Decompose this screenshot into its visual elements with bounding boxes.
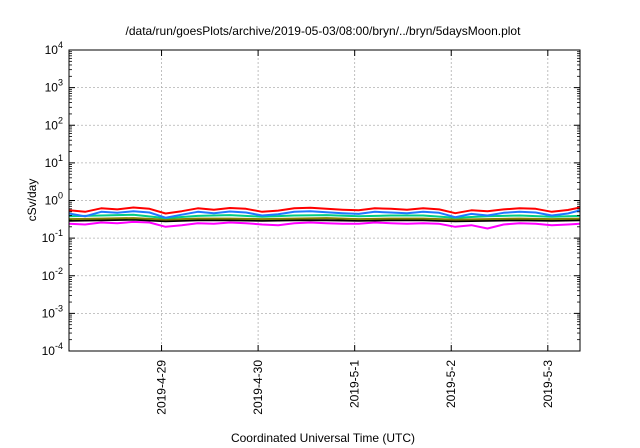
- y-tick-exponent: -4: [55, 341, 63, 351]
- series-line: [68, 220, 581, 230]
- y-tick-label: 100: [45, 191, 63, 208]
- series-line: [68, 213, 581, 220]
- y-tick-base: 10: [42, 306, 56, 320]
- y-tick-label: 10-2: [42, 266, 63, 283]
- y-tick-exponent: 3: [58, 78, 63, 88]
- series-line: [68, 217, 581, 221]
- x-axis-label: Coordinated Universal Time (UTC): [231, 431, 415, 445]
- x-tick-label: 2019-5-3: [541, 360, 555, 408]
- y-tick-label: 103: [45, 78, 63, 95]
- y-tick-base: 10: [42, 231, 56, 245]
- y-tick-base: 10: [45, 156, 59, 170]
- y-tick-base: 10: [42, 269, 56, 283]
- y-tick-label: 10-4: [42, 341, 63, 358]
- y-tick-base: 10: [45, 194, 59, 208]
- x-tick-label: 2019-4-30: [251, 360, 265, 415]
- series-line: [68, 218, 581, 223]
- x-tick-label: 2019-4-29: [155, 360, 169, 415]
- y-tick-label: 104: [45, 40, 63, 57]
- grid-layer: [69, 50, 580, 351]
- x-tick-label: 2019-5-2: [444, 360, 458, 408]
- y-tick-exponent: -2: [55, 266, 63, 276]
- y-tick-exponent: 0: [58, 191, 63, 201]
- y-tick-exponent: 2: [58, 115, 63, 125]
- x-tick-label: 2019-5-1: [348, 360, 362, 408]
- y-tick-exponent: 1: [58, 153, 63, 163]
- y-tick-base: 10: [42, 344, 56, 358]
- y-tick-label: 10-1: [42, 228, 63, 245]
- y-tick-base: 10: [45, 81, 59, 95]
- tick-layer: [69, 49, 580, 352]
- y-tick-exponent: -3: [55, 303, 63, 313]
- y-tick-label: 10-3: [42, 303, 63, 320]
- x-tick-labels: 2019-4-29 2019-4-30 2019-5-1 2019-5-2 2019-5…: [155, 360, 555, 415]
- series-layer: [68, 206, 581, 230]
- y-tick-base: 10: [45, 43, 59, 57]
- series-line: [68, 209, 581, 219]
- y-tick-label: 102: [45, 115, 63, 132]
- chart-title: /data/run/goesPlots/archive/2019-05-03/0…: [126, 24, 522, 38]
- series-line: [68, 206, 581, 215]
- y-tick-exponent: 4: [58, 40, 63, 50]
- y-tick-label: 101: [45, 153, 63, 170]
- y-tick-base: 10: [45, 118, 59, 132]
- y-axis-label: cSv/day: [25, 179, 39, 222]
- y-tick-exponent: -1: [55, 228, 63, 238]
